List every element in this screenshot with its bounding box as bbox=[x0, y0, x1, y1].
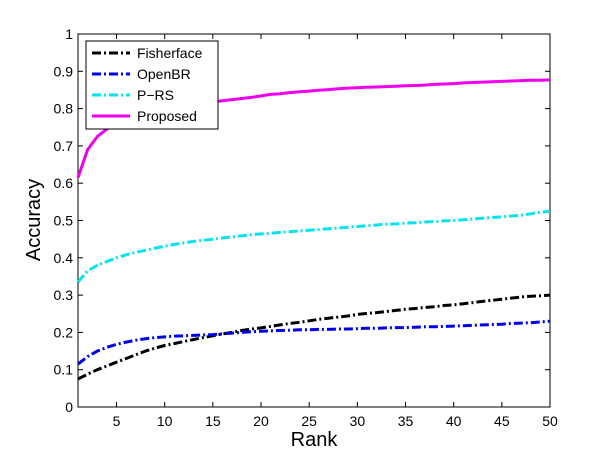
x-tick-label: 40 bbox=[446, 413, 462, 429]
x-tick-label: 35 bbox=[398, 413, 414, 429]
y-tick-label: 0.2 bbox=[54, 324, 74, 340]
y-tick-label: 1 bbox=[65, 26, 73, 42]
series-line-fisherface bbox=[77, 293, 551, 381]
y-axis-title: Accuracy bbox=[23, 179, 45, 261]
x-tick-label: 15 bbox=[205, 413, 221, 429]
x-tick-label: 50 bbox=[542, 413, 558, 429]
legend-label: OpenBR bbox=[137, 66, 191, 82]
y-tick-label: 0.1 bbox=[54, 362, 74, 378]
y-tick-label: 0 bbox=[65, 399, 73, 415]
y-tick-label: 0.3 bbox=[54, 287, 74, 303]
y-tick-label: 0.6 bbox=[54, 175, 74, 191]
legend-label: P−RS bbox=[137, 87, 174, 103]
x-tick-label: 20 bbox=[253, 413, 269, 429]
x-tick-label: 10 bbox=[157, 413, 173, 429]
axes-layer: 00.10.20.30.40.50.60.70.80.915 10 15 20 25 30… bbox=[54, 26, 558, 429]
y-tick-label: 0.9 bbox=[54, 63, 74, 79]
x-axis-title: Rank bbox=[291, 429, 339, 451]
legend-label: Fisherface bbox=[137, 45, 203, 61]
legend-label: Proposed bbox=[137, 108, 197, 124]
x-tick-label: 25 bbox=[301, 413, 317, 429]
legend-box bbox=[85, 40, 219, 130]
y-tick-label: 0.8 bbox=[54, 101, 74, 117]
x-tick-label: 30 bbox=[350, 413, 366, 429]
x-tick-label: 5 bbox=[113, 413, 121, 429]
legend: Fisherface OpenBR P−RS Proposed bbox=[85, 40, 219, 130]
y-tick-label: 0.4 bbox=[54, 250, 74, 266]
y-tick-label: 0.7 bbox=[54, 138, 74, 154]
series-line-openbr bbox=[77, 319, 551, 366]
x-tick-label: 45 bbox=[494, 413, 510, 429]
y-tick-label: 0.5 bbox=[54, 213, 74, 229]
series-line-p-rs bbox=[76, 209, 551, 283]
